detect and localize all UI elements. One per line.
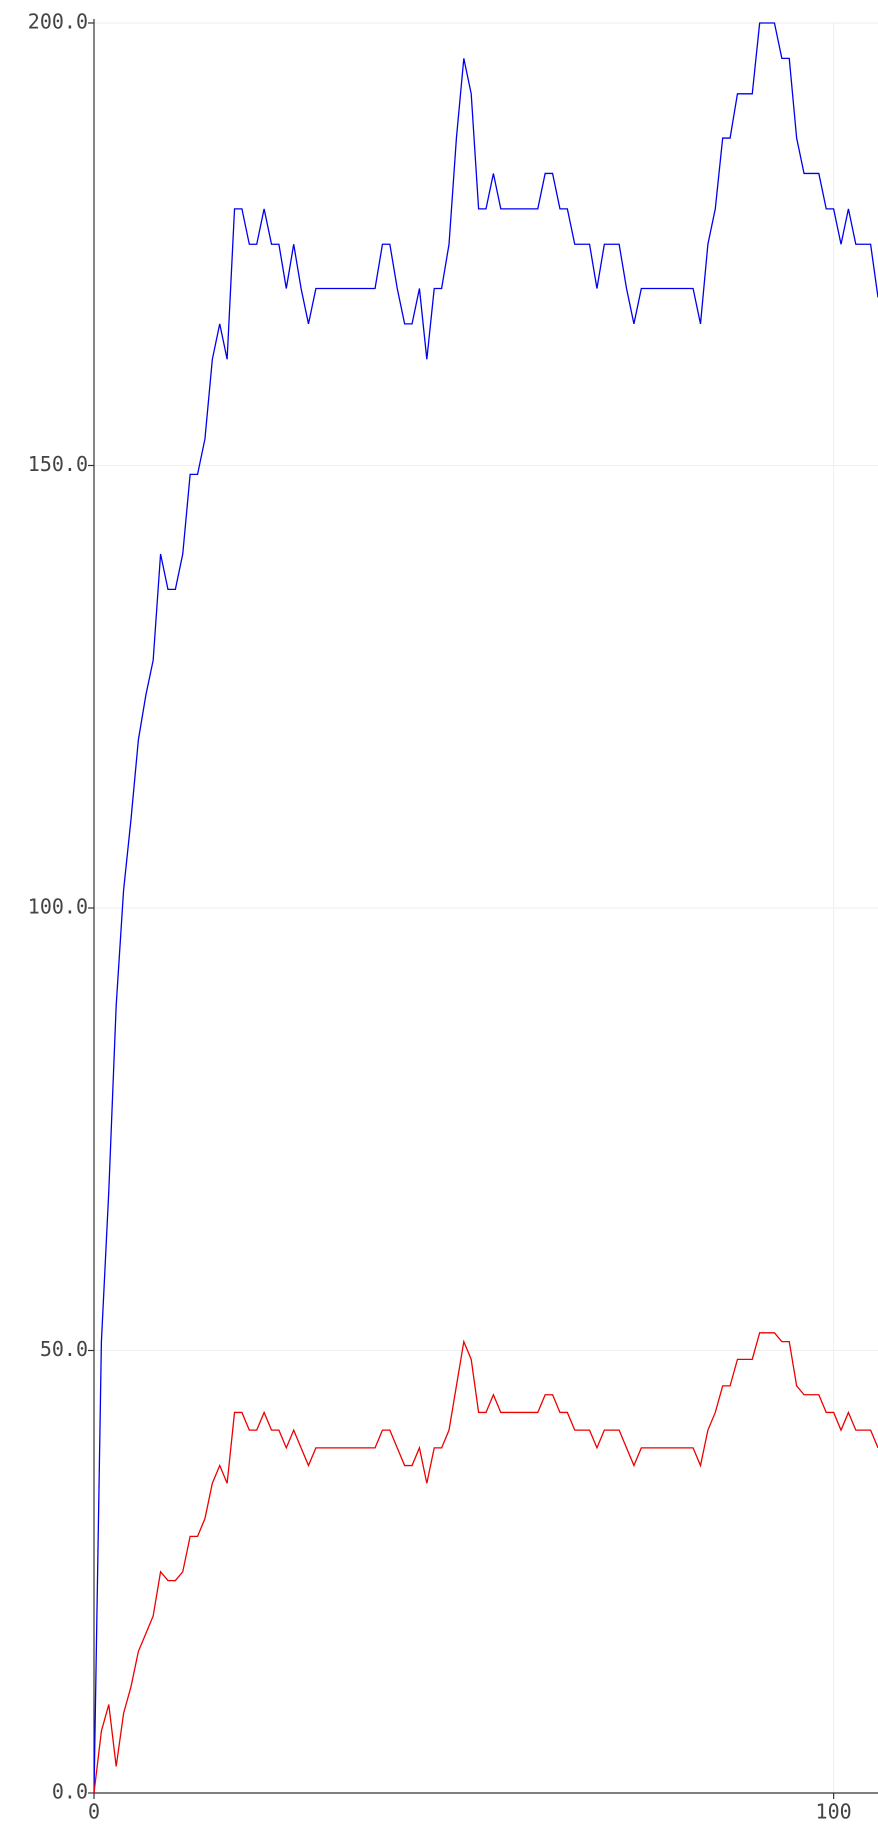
x-tick-label: 100 bbox=[816, 1800, 852, 1824]
y-tick-label: 150.0 bbox=[28, 452, 88, 476]
y-tick-label: 100.0 bbox=[28, 895, 88, 919]
x-tick-label: 0 bbox=[88, 1800, 100, 1824]
y-tick-label: 200.0 bbox=[28, 10, 88, 34]
series-line bbox=[94, 22, 878, 1794]
y-tick-label: 0.0 bbox=[52, 1780, 88, 1804]
series-line bbox=[94, 1332, 878, 1794]
y-tick-label: 50.0 bbox=[40, 1337, 88, 1361]
